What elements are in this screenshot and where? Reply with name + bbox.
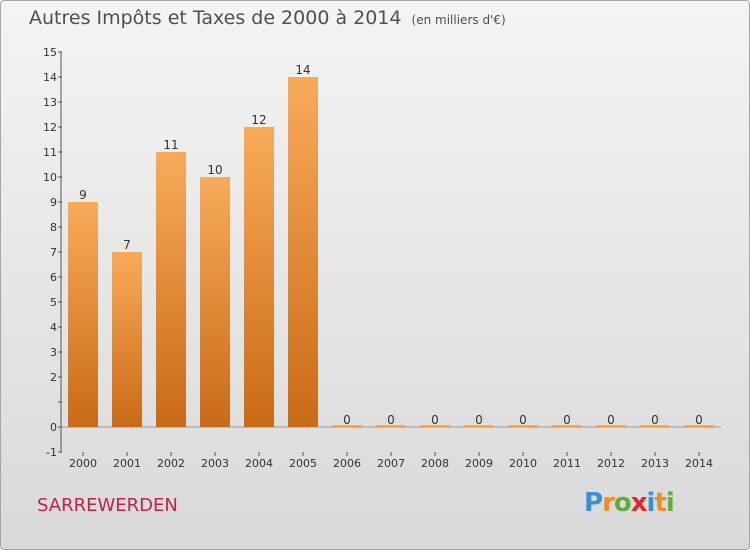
bar-2000 [68,202,98,427]
logo-letter: P [584,488,603,518]
bar-value-label: 9 [79,188,87,202]
bar-value-label: 0 [695,413,703,427]
y-tick-label: 14 [43,71,57,84]
proxiti-logo: Proxiti [584,488,675,518]
bar-2012 [596,425,626,428]
x-tick-label: 2002 [157,457,185,470]
bar-value-label: 11 [163,138,178,152]
x-tick-label: 2006 [333,457,361,470]
chart-title-text: Autres Impôts et Taxes de 2000 à 2014 [29,7,402,29]
logo-letter: i [665,488,675,518]
y-tick-label: 6 [50,271,57,284]
logo-letter: t [654,488,666,518]
x-tick-label: 2001 [113,457,141,470]
bar-2014 [684,425,714,428]
logo-letter: o [613,488,632,518]
x-tick-label: 2013 [641,457,669,470]
x-tick-label: 2012 [597,457,625,470]
x-tick-label: 2005 [289,457,317,470]
y-tick-label: 9 [50,196,57,209]
bar-2001 [112,252,142,427]
x-tick-label: 2000 [69,457,97,470]
bar-value-label: 0 [387,413,395,427]
y-tick-label: 4 [50,321,57,334]
y-tick-label: -1 [46,446,57,459]
bar-value-label: 14 [295,63,310,77]
bar-value-label: 0 [431,413,439,427]
logo-letter: i [646,488,656,518]
commune-name: SARREWERDEN [37,495,178,516]
bar-value-label: 0 [607,413,615,427]
y-tick-label: 11 [43,146,57,159]
y-tick-label: 12 [43,121,57,134]
bar-value-label: 0 [475,413,483,427]
bar-2010 [508,425,538,428]
bar-2009 [464,425,494,428]
bar-2008 [420,425,450,428]
x-tick-label: 2010 [509,457,537,470]
x-tick-label: 2008 [421,457,449,470]
x-tick-label: 2003 [201,457,229,470]
x-tick-label: 2004 [245,457,273,470]
bar-2002 [156,152,186,427]
y-tick-label: 3 [50,346,57,359]
logo-letter: r [602,488,615,518]
bar-2011 [552,425,582,428]
y-tick-label: 10 [43,171,57,184]
y-tick-label: 8 [50,221,57,234]
bar-value-label: 10 [207,163,222,177]
y-tick-label: 15 [43,46,57,59]
x-tick-label: 2009 [465,457,493,470]
bar-2007 [376,425,406,428]
chart-title-unit: (en milliers d'€) [411,13,506,27]
bar-value-label: 12 [251,113,266,127]
y-tick-label: 13 [43,96,57,109]
bar-value-label: 0 [343,413,351,427]
bar-2013 [640,425,670,428]
bar-value-label: 0 [651,413,659,427]
chart-title: Autres Impôts et Taxes de 2000 à 2014 (e… [29,7,506,29]
x-tick-label: 2011 [553,457,581,470]
bar-value-label: 0 [563,413,571,427]
bar-2005 [288,77,318,427]
y-tick-label: 5 [50,296,57,309]
logo-letter: x [630,488,648,518]
x-tick-label: 2007 [377,457,405,470]
x-tick-label: 2014 [685,457,713,470]
y-tick-label: 2 [50,371,57,384]
bar-value-label: 0 [519,413,527,427]
bar-2003 [200,177,230,427]
bar-2006 [332,425,362,428]
y-tick-label: 0 [50,421,57,434]
bar-2004 [244,127,274,427]
bar-value-label: 7 [123,238,131,252]
y-tick-label: 7 [50,246,57,259]
